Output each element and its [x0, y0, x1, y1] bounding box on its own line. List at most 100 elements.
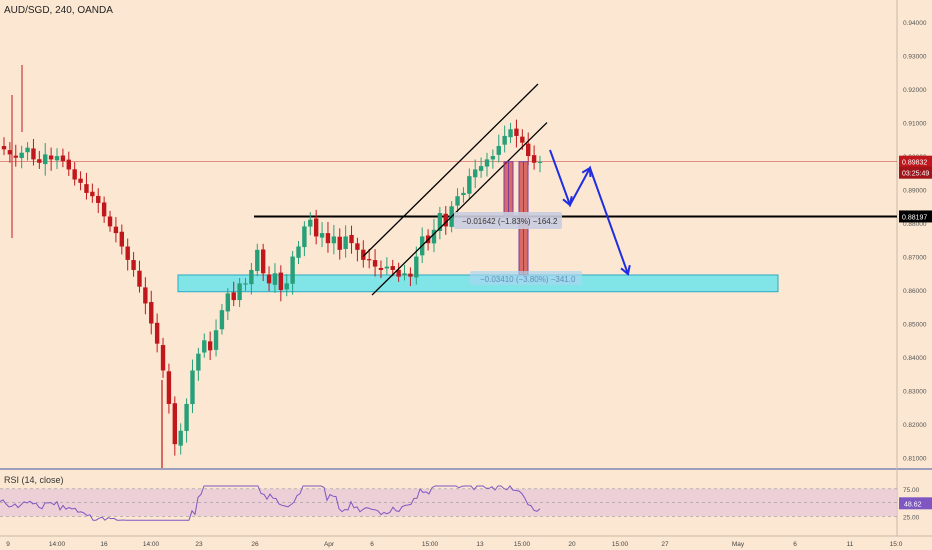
current-price-tag: 0.89832 — [902, 160, 927, 167]
candle-body — [119, 231, 125, 247]
candle-body — [396, 269, 401, 277]
price-tick-label: 0.83000 — [903, 389, 927, 396]
time-tick-label: 14:00 — [49, 541, 66, 548]
candle-body — [37, 159, 42, 163]
price-tick-label: 0.84000 — [903, 355, 927, 362]
level-price-tag-bg — [899, 210, 932, 223]
candle-body — [202, 340, 207, 353]
candle-body — [508, 129, 513, 138]
candle-body — [537, 161, 543, 163]
time-tick-label: 16 — [100, 541, 108, 548]
candle-body — [196, 353, 201, 371]
candle-body — [48, 155, 54, 160]
candle-body — [296, 246, 301, 258]
candle-body — [372, 260, 378, 267]
candle-body — [154, 322, 160, 344]
candle-body — [101, 202, 107, 217]
arrow-head-icon — [562, 195, 573, 207]
candle-body — [255, 249, 260, 272]
arrow-head-icon — [581, 166, 592, 178]
candle-body — [520, 136, 525, 143]
candle-body — [166, 371, 172, 404]
candle-body — [313, 218, 319, 237]
candle-body — [231, 292, 236, 301]
candle-body — [7, 150, 13, 155]
candle-body — [160, 345, 166, 371]
candle-body — [478, 166, 484, 171]
time-tick-label: 20 — [568, 541, 576, 548]
candle-body — [272, 273, 278, 285]
candle-body — [337, 236, 342, 250]
bar-countdown-tag-bg — [899, 166, 932, 179]
time-tick-label: 6 — [793, 541, 797, 548]
candle-body — [25, 147, 30, 153]
candle-body — [514, 128, 519, 136]
rsi-value-tag-bg — [899, 497, 932, 510]
measure-label-bg-2 — [470, 271, 582, 285]
candle-body — [125, 246, 130, 260]
bar-countdown-tag: 03:25:49 — [902, 171, 929, 178]
projection-arrow-path — [549, 149, 629, 275]
candle-body — [284, 283, 289, 290]
time-tick-label: May — [732, 541, 745, 548]
candle-body — [349, 234, 354, 244]
candle-body — [260, 249, 266, 274]
candle-body — [455, 196, 460, 206]
candle-body — [225, 293, 231, 312]
candle-body — [13, 155, 18, 158]
candle-body — [496, 146, 501, 155]
candle-body — [473, 169, 478, 178]
candle-body — [526, 143, 531, 157]
candle-body — [72, 169, 77, 180]
measure-label-bg-1 — [454, 212, 562, 229]
channel-upper-line — [362, 83, 539, 258]
candle-body — [390, 266, 395, 270]
time-tick-label: 9 — [6, 541, 10, 548]
candle-body — [143, 287, 148, 304]
candle-body — [531, 155, 537, 163]
price-tick-label: 0.86000 — [903, 288, 927, 295]
time-tick-label: 23 — [195, 541, 203, 548]
candle-body — [361, 249, 366, 260]
candle-body — [96, 195, 101, 203]
candle-body — [172, 403, 178, 445]
candle-body — [190, 370, 195, 405]
candle-body — [19, 152, 24, 158]
measure-label-1: −0.01642 (−1.83%) −164.2 — [462, 217, 558, 226]
time-tick-label: 15:00 — [514, 541, 531, 548]
symbol-title[interactable]: AUD/SGD, 240, OANDA — [4, 5, 113, 16]
rsi-indicator-label[interactable]: RSI (14, close) — [4, 475, 64, 485]
current-price-tag-bg — [899, 155, 932, 168]
time-tick-label: Apr — [324, 541, 335, 548]
measure-label-2: −0.03410 (−3.80%) −341.0 — [480, 275, 576, 284]
candle-body — [414, 256, 419, 278]
candle-body — [431, 229, 437, 244]
candle-body — [249, 269, 254, 285]
price-tick-label: 0.88000 — [903, 221, 927, 228]
time-tick-label: 15:0 — [890, 541, 903, 548]
candle-body — [78, 178, 83, 183]
level-price-tag: 0.88197 — [902, 214, 927, 221]
channel-lower-line — [371, 122, 548, 296]
candle-body — [213, 330, 219, 350]
rsi-level-label: 25.00 — [903, 514, 920, 521]
price-tick-label: 0.82000 — [903, 422, 927, 429]
candle-body — [184, 403, 189, 431]
candle-body — [490, 156, 496, 160]
price-tick-label: 0.87000 — [903, 255, 927, 262]
candle-body — [90, 191, 95, 197]
candle-body — [502, 135, 507, 145]
candle-body — [266, 274, 272, 284]
candle-body — [319, 233, 325, 238]
candle-body — [66, 159, 71, 170]
candle-body — [484, 159, 490, 167]
candle-body — [437, 213, 443, 232]
candle-body — [325, 233, 331, 244]
price-tick-label: 0.81000 — [903, 456, 927, 463]
candle-body — [384, 266, 390, 269]
candle-body — [331, 236, 337, 244]
candle-body — [308, 219, 313, 227]
time-tick-label: 13 — [476, 541, 484, 548]
candle-body — [149, 302, 154, 324]
